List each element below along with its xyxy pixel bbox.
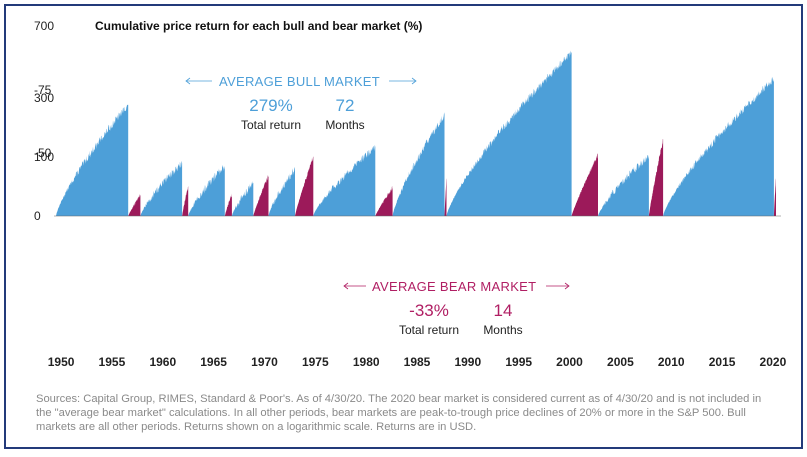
bull-market-area: [140, 160, 183, 216]
y-tick-label: 100: [34, 150, 54, 164]
x-tick-label: 2010: [658, 355, 685, 369]
bull-market-area: [231, 181, 254, 216]
chart-areas: [56, 50, 776, 216]
bull-return-label: Total return: [241, 118, 301, 132]
chart-title: Cumulative price return for each bull an…: [95, 19, 422, 33]
bull-months-label: Months: [325, 118, 364, 132]
bear-annotation: AVERAGE BEAR MARKET -33% Total return 14…: [343, 279, 570, 337]
bear-market-area: [295, 156, 314, 216]
bear-market-area: [773, 178, 776, 216]
bull-arrowhead-right: [411, 77, 417, 85]
bull-market-area: [663, 76, 774, 216]
x-tick-label: 1965: [200, 355, 227, 369]
y-tick-label: -50: [34, 146, 52, 160]
bear-market-area: [648, 139, 664, 216]
bull-market-area: [268, 166, 295, 216]
x-tick-label: 2015: [709, 355, 736, 369]
bull-return-value: 279%: [249, 96, 292, 115]
x-axis-ticks: 1950 1955 1960 1965 1970 1975 1980 1985 1990 1995…: [48, 355, 787, 369]
x-tick-label: 1950: [48, 355, 75, 369]
y-tick-label: -75: [34, 83, 52, 97]
y-tick-label: 300: [34, 91, 54, 105]
return-chart: 700 300 100 0 -50 -75 1950 1955 1960 1965 1970 197…: [34, 19, 787, 369]
x-tick-label: 2000: [556, 355, 583, 369]
bear-market-area: [571, 153, 598, 216]
bull-market-area: [56, 104, 129, 216]
x-tick-label: 1960: [149, 355, 176, 369]
bear-arrowhead-left: [343, 282, 349, 290]
bull-arrowhead-left: [185, 77, 191, 85]
bear-market-area: [128, 194, 141, 216]
sources-footnote: Sources: Capital Group, RIMES, Standard …: [36, 393, 762, 433]
bear-market-area: [224, 193, 232, 216]
bull-heading: AVERAGE BULL MARKET: [219, 74, 380, 89]
bear-market-area: [253, 174, 269, 216]
bull-market-area: [598, 155, 649, 216]
bull-annotation: AVERAGE BULL MARKET 279% Total return 72…: [185, 74, 417, 132]
bull-market-area: [392, 112, 445, 216]
x-tick-label: 1955: [99, 355, 126, 369]
y-tick-label: 700: [34, 19, 54, 33]
y-axis-ticks: 700 300 100 0 -50 -75: [34, 19, 54, 223]
x-tick-label: 1975: [302, 355, 329, 369]
x-tick-label: 1985: [404, 355, 431, 369]
bull-months-value: 72: [336, 96, 355, 115]
bear-heading: AVERAGE BEAR MARKET: [372, 279, 536, 294]
bull-market-area: [188, 164, 225, 216]
bear-months-value: 14: [494, 301, 513, 320]
y-tick-label: 0: [34, 209, 41, 223]
x-tick-label: 1970: [251, 355, 278, 369]
bear-market-area: [444, 178, 447, 216]
bear-market-area: [375, 185, 393, 216]
x-tick-label: 2020: [760, 355, 787, 369]
bear-arrowhead-right: [564, 282, 570, 290]
x-tick-label: 1995: [505, 355, 532, 369]
bear-return-label: Total return: [399, 323, 459, 337]
bear-months-label: Months: [483, 323, 522, 337]
x-tick-label: 2005: [607, 355, 634, 369]
bull-market-area: [313, 144, 376, 216]
bear-market-area: [182, 186, 189, 216]
bull-market-area: [446, 50, 572, 216]
bear-return-value: -33%: [409, 301, 449, 320]
chart-frame: 700 300 100 0 -50 -75 1950 1955 1960 1965 1970 197…: [4, 4, 803, 449]
x-tick-label: 1990: [454, 355, 481, 369]
x-tick-label: 1980: [353, 355, 380, 369]
